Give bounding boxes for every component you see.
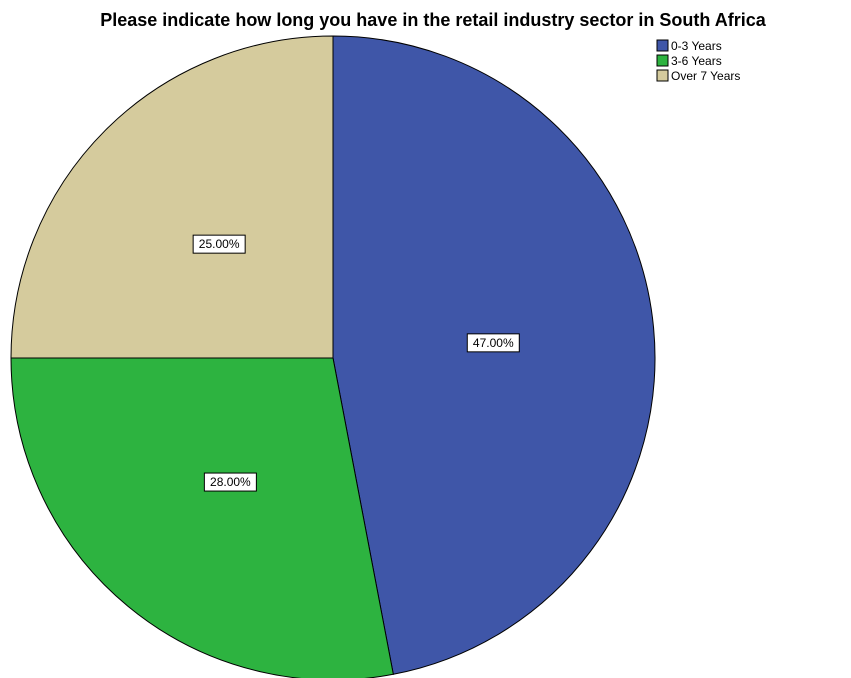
data-labels: 47.00% 28.00% 25.00% (192, 234, 520, 492)
pie-slice-1 (10, 357, 394, 678)
data-label-2: 25.00% (192, 234, 246, 254)
chart-title: Please indicate how long you have in the… (100, 10, 766, 30)
data-label-text: 25.00% (199, 237, 240, 251)
data-label-1: 28.00% (203, 472, 257, 492)
pie-slice-0 (332, 35, 656, 675)
legend-item-1: 3-6 Years (656, 54, 722, 68)
legend-item-2: Over 7 Years (656, 69, 740, 83)
legend-item-0: 0-3 Years (656, 39, 722, 53)
data-label-box (192, 234, 246, 254)
legend-label: 3-6 Years (671, 54, 722, 68)
pie-slices (10, 35, 656, 678)
data-label-text: 47.00% (473, 336, 514, 350)
legend-swatch (656, 54, 669, 67)
data-label-text: 28.00% (210, 475, 251, 489)
legend-swatch (656, 39, 669, 52)
pie-slice-2 (10, 35, 334, 359)
legend-label: Over 7 Years (671, 69, 740, 83)
legend-swatch (656, 69, 669, 82)
data-label-0: 47.00% (466, 333, 520, 353)
legend-label: 0-3 Years (671, 39, 722, 53)
data-label-box (466, 333, 520, 353)
data-label-box (203, 472, 257, 492)
